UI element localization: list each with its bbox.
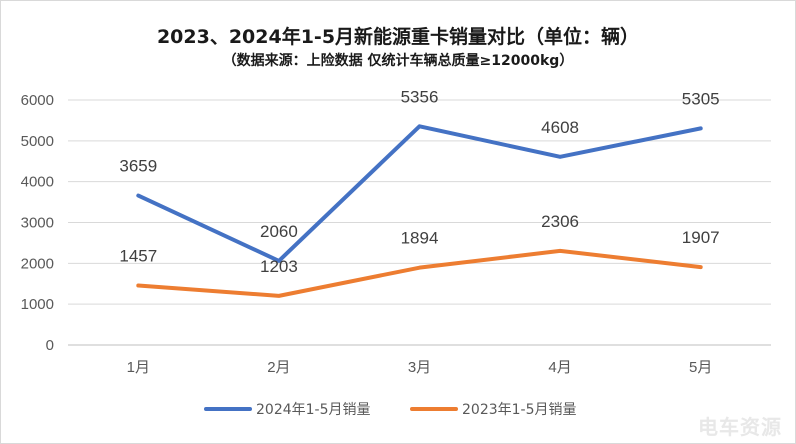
y-tick-label: 1000 bbox=[21, 296, 54, 313]
x-tick-label: 1月 bbox=[127, 359, 150, 376]
chart-subtitle: （数据来源：上险数据 仅统计车辆总质量≥12000kg） bbox=[222, 53, 574, 69]
x-tick-label: 3月 bbox=[408, 359, 431, 376]
x-tick-label: 5月 bbox=[689, 359, 712, 376]
series-line-1 bbox=[136, 248, 703, 298]
legend-label: 2024年1-5月销量 bbox=[256, 402, 371, 418]
data-labels: 3659 2060 5356 4608 5305 1457 1203 1894 2306 1907 bbox=[119, 87, 719, 276]
y-tick-label: 5000 bbox=[21, 133, 54, 150]
data-label: 5356 bbox=[401, 87, 439, 106]
y-tick-label: 4000 bbox=[21, 174, 54, 191]
data-label: 2060 bbox=[260, 222, 298, 241]
x-tick-label: 2月 bbox=[267, 359, 290, 376]
x-tick-label: 4月 bbox=[548, 359, 571, 376]
data-label: 4608 bbox=[541, 118, 579, 137]
data-label: 1894 bbox=[401, 229, 439, 248]
data-label: 2306 bbox=[541, 212, 579, 231]
data-label: 3659 bbox=[119, 157, 157, 176]
gridlines bbox=[68, 99, 771, 346]
watermark-logo: 电车资源 bbox=[698, 415, 782, 439]
y-tick-label: 6000 bbox=[21, 92, 54, 109]
legend-label: 2023年1-5月销量 bbox=[462, 402, 577, 418]
data-label: 1907 bbox=[682, 228, 720, 247]
y-tick-label: 2000 bbox=[21, 255, 54, 272]
y-tick-label: 3000 bbox=[21, 215, 54, 232]
data-label: 1203 bbox=[260, 257, 298, 276]
data-label: 1457 bbox=[119, 247, 157, 266]
x-axis-ticks: 1月 2月 3月 4月 5月 bbox=[127, 359, 713, 376]
y-tick-label: 0 bbox=[46, 337, 54, 354]
legend: 2024年1-5月销量 2023年1-5月销量 bbox=[204, 402, 577, 418]
data-label: 5305 bbox=[682, 89, 720, 108]
series-lines bbox=[136, 124, 703, 298]
y-axis-ticks: 0 1000 2000 3000 4000 5000 6000 bbox=[21, 92, 54, 354]
chart-title: 2023、2024年1-5月新能源重卡销量对比（单位：辆） bbox=[156, 26, 640, 48]
